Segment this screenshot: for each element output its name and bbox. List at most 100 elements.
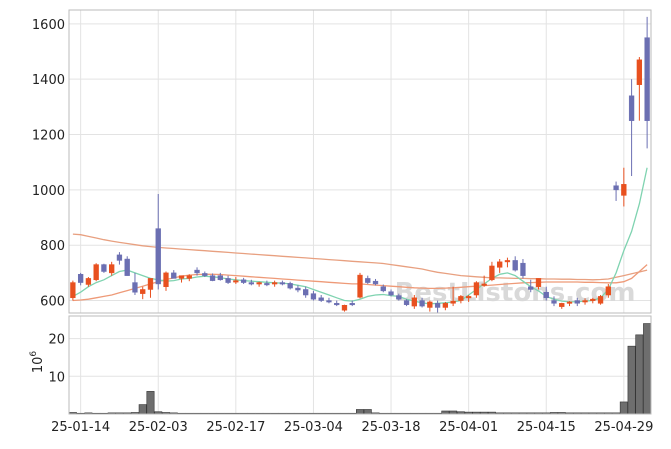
price-tick-label: 800 bbox=[40, 239, 65, 254]
date-tick-label: 25-03-18 bbox=[362, 420, 421, 435]
candle-body-down bbox=[194, 269, 200, 274]
candle-body-up bbox=[140, 289, 146, 294]
candle-body-down bbox=[101, 264, 107, 272]
volume-bar bbox=[356, 409, 364, 415]
candle-body-up bbox=[473, 282, 480, 296]
candle-body-down bbox=[171, 272, 177, 279]
candle-body-up bbox=[458, 296, 464, 301]
candle-body-down bbox=[116, 254, 123, 261]
date-tick-label: 25-01-14 bbox=[51, 420, 110, 435]
candle-body-up bbox=[450, 300, 456, 304]
grid-lines bbox=[69, 10, 651, 414]
candle-body-down bbox=[225, 278, 231, 283]
volume-bar bbox=[138, 404, 147, 415]
price-tick-label: 600 bbox=[40, 295, 65, 310]
candle-body-down bbox=[217, 275, 223, 281]
candle-body-down bbox=[380, 286, 386, 292]
candle-body-up bbox=[233, 280, 239, 283]
candle-body-down bbox=[334, 303, 340, 306]
candle-body-down bbox=[528, 286, 534, 290]
volume-bar bbox=[643, 323, 652, 415]
price-tick-label: 1200 bbox=[32, 129, 65, 144]
date-tick-label: 25-04-01 bbox=[439, 420, 498, 435]
candle-body-up bbox=[489, 265, 495, 281]
axes bbox=[68, 9, 652, 415]
candle-body-down bbox=[434, 303, 441, 308]
candle-body-down bbox=[403, 300, 410, 305]
candle-body-down bbox=[372, 280, 379, 285]
candle-body-down bbox=[155, 228, 161, 285]
candle-body-down bbox=[574, 300, 580, 304]
candle-body-up bbox=[621, 184, 627, 196]
candle-body-down bbox=[295, 287, 301, 291]
volume-panel-frame bbox=[68, 315, 652, 415]
candle-body-up bbox=[597, 296, 604, 304]
candle-body-up bbox=[582, 300, 588, 303]
candle-body-up bbox=[271, 282, 278, 285]
candle-body-up bbox=[357, 274, 363, 298]
volume-axis-unit: 106 bbox=[29, 351, 46, 374]
candle-body-down bbox=[303, 289, 309, 296]
candlestick-series bbox=[70, 16, 650, 313]
candle-body-up bbox=[186, 275, 192, 279]
candle-body-down bbox=[520, 262, 526, 276]
date-tick-label: 25-03-04 bbox=[284, 420, 343, 435]
moving-average-mid-line bbox=[72, 233, 648, 281]
candle-body-down bbox=[628, 95, 635, 121]
candle-body-up bbox=[411, 297, 417, 307]
candle-body-up bbox=[109, 264, 115, 274]
candle-body-up bbox=[481, 283, 487, 286]
candle-body-up bbox=[147, 278, 154, 290]
candle-body-up bbox=[70, 282, 76, 299]
volume-bar bbox=[363, 409, 372, 415]
candle-body-down bbox=[365, 278, 371, 283]
volume-bar bbox=[627, 345, 636, 415]
candle-body-up bbox=[504, 260, 511, 263]
candle-body-down bbox=[388, 291, 394, 296]
candle-body-up bbox=[605, 286, 611, 296]
candle-body-down bbox=[512, 260, 518, 271]
price-axis-labels: 600 800 1000 1200 1400 1600 bbox=[32, 18, 65, 310]
date-tick-label: 25-04-15 bbox=[517, 420, 576, 435]
candle-body-up bbox=[85, 278, 92, 285]
price-panel-frame bbox=[68, 9, 652, 314]
candle-body-down bbox=[326, 300, 332, 303]
candle-body-up bbox=[465, 296, 472, 299]
price-tick-label: 1600 bbox=[32, 18, 65, 33]
candle-body-up bbox=[93, 264, 99, 281]
candle-body-down bbox=[124, 258, 130, 276]
candle-body-down bbox=[248, 282, 255, 285]
volume-bar bbox=[146, 391, 155, 415]
candle-body-down bbox=[77, 274, 84, 283]
candle-body-up bbox=[636, 59, 643, 85]
volume-axis-labels: 10 20 bbox=[48, 333, 65, 386]
candle-body-down bbox=[240, 279, 247, 283]
candle-body-down bbox=[287, 283, 293, 289]
date-tick-label: 25-02-17 bbox=[206, 420, 265, 435]
candle-body-up bbox=[341, 305, 348, 311]
candle-body-up bbox=[163, 272, 169, 287]
candle-body-up bbox=[566, 301, 573, 304]
volume-bar bbox=[635, 334, 644, 415]
volume-bar bbox=[619, 401, 628, 415]
candle-body-up bbox=[256, 282, 262, 285]
volume-unit-base: 10 bbox=[31, 357, 46, 374]
candle-body-up bbox=[559, 303, 565, 307]
candle-body-down bbox=[279, 282, 286, 285]
price-tick-label: 1000 bbox=[32, 184, 65, 199]
candle-body-down bbox=[396, 295, 402, 300]
candle-body-down bbox=[613, 185, 619, 191]
candle-body-up bbox=[590, 298, 596, 301]
candle-body-down bbox=[318, 297, 324, 301]
candle-body-down bbox=[349, 303, 355, 306]
volume-unit-exponent: 6 bbox=[29, 351, 39, 357]
volume-tick-label: 20 bbox=[48, 333, 65, 348]
candle-body-up bbox=[442, 303, 449, 308]
volume-tick-label: 10 bbox=[48, 370, 65, 385]
candle-body-up bbox=[178, 275, 185, 279]
volume-bars bbox=[68, 323, 652, 415]
candle-body-down bbox=[543, 291, 549, 299]
candle-body-down bbox=[264, 283, 270, 286]
candle-body-up bbox=[427, 301, 433, 308]
